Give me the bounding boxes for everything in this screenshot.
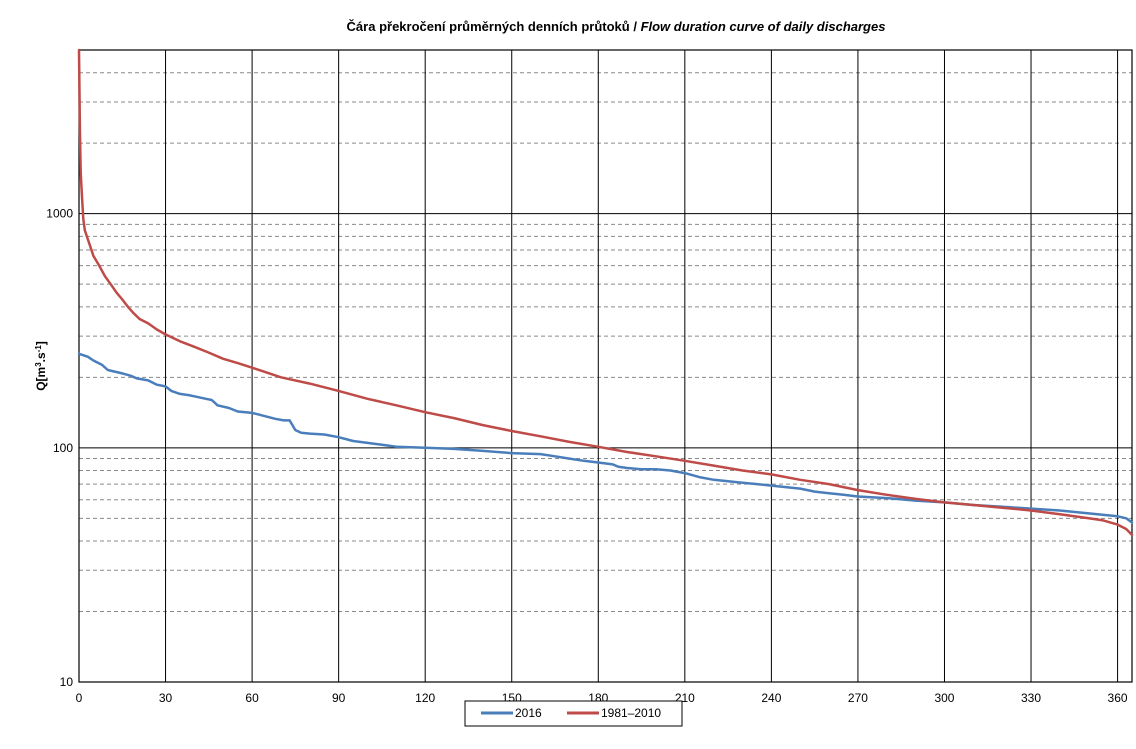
x-tick-label-120: 120 — [415, 691, 435, 705]
legend-label-1981-2010: 1981–2010 — [601, 706, 661, 720]
x-tick-label-270: 270 — [848, 691, 868, 705]
major-gridlines — [78, 50, 1132, 683]
y-axis-title-mid: .s — [34, 352, 48, 362]
x-tick-label-90: 90 — [332, 691, 346, 705]
x-tick-label-360: 360 — [1108, 691, 1128, 705]
y-axis-title-suffix: ] — [34, 341, 48, 345]
legend-label-2016: 2016 — [515, 706, 542, 720]
y-tick-label-100: 100 — [53, 441, 73, 455]
chart-legend: 2016 1981–2010 — [464, 700, 683, 727]
y-axis-tick-labels: 10 100 1000 — [46, 207, 73, 689]
y-axis-title-sup1: 3 — [34, 362, 43, 367]
chart-title-main: Čára překročení průměrných denních průto… — [347, 19, 641, 34]
minor-gridlines — [79, 72, 1132, 613]
y-axis-title-sup2: -1 — [34, 345, 43, 353]
chart-title-italic: Flow duration curve of daily discharges — [641, 19, 886, 34]
y-axis-title: Q[m3.s-1] — [34, 341, 48, 391]
series-line-1981-2010 — [77, 48, 1134, 537]
y-tick-label-10: 10 — [60, 675, 74, 689]
plot-area-frame — [78, 49, 1133, 683]
y-tick-label-1000: 1000 — [46, 207, 73, 221]
x-tick-label-0: 0 — [76, 691, 83, 705]
series-layer — [77, 48, 1134, 537]
x-tick-label-330: 330 — [1021, 691, 1041, 705]
x-tick-label-240: 240 — [761, 691, 781, 705]
x-tick-label-300: 300 — [934, 691, 954, 705]
x-tick-label-30: 30 — [159, 691, 173, 705]
x-tick-label-60: 60 — [245, 691, 259, 705]
series-line-2016 — [77, 352, 1134, 524]
chart-title: Čára překročení průměrných denních průto… — [347, 19, 886, 34]
y-axis-title-prefix: Q[m — [34, 367, 48, 391]
